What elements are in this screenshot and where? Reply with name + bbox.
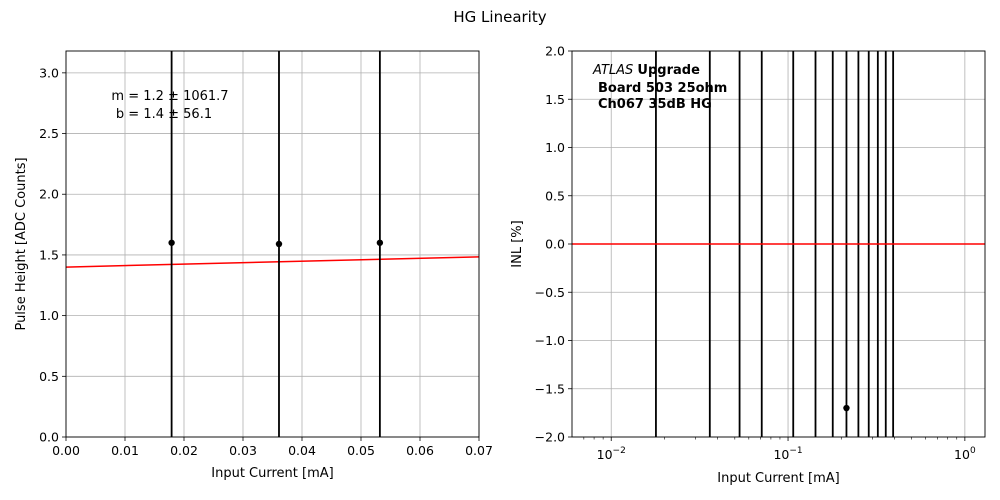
left-axes-frame <box>65 50 480 438</box>
right-x-tick-label: 100 <box>954 446 976 462</box>
left-y-tick-label: 0.5 <box>39 369 59 384</box>
right-y-axis-label: INL [%] <box>510 220 525 267</box>
right-data-point-7 <box>843 404 850 412</box>
left-grid <box>65 51 480 438</box>
right-axes-frame <box>571 50 986 438</box>
tick-label-exponent: −1 <box>789 446 802 456</box>
left-y-tick-label: 0.0 <box>39 430 59 445</box>
left-x-tick-label: 0.07 <box>465 443 493 458</box>
left-x-tick-label: 0.01 <box>111 443 139 458</box>
right-plot-area <box>572 51 985 437</box>
right-y-tick-label: −2.0 <box>535 430 565 445</box>
left-y-tick-label: 3.0 <box>39 65 59 80</box>
left-x-tick-label: 0.03 <box>229 443 257 458</box>
right-y-tick-label: 0.5 <box>545 188 565 203</box>
tick-label-base: 10 <box>954 447 970 462</box>
left-x-tick-label: 0.06 <box>406 443 434 458</box>
fit-slope-annotation: m = 1.2 ± 1061.7 <box>111 89 228 104</box>
right-y-tick-label: −0.5 <box>535 285 565 300</box>
right-y-tick-label: −1.5 <box>535 381 565 396</box>
left-x-tick-label: 0.02 <box>170 443 198 458</box>
tick-label-exponent: −2 <box>613 446 626 456</box>
right-y-tick-label: −1.0 <box>535 333 565 348</box>
left-data-point-0 <box>168 239 175 246</box>
right-y-tick-label: 0.0 <box>545 237 565 252</box>
fit-intercept-annotation: b = 1.4 ± 56.1 <box>116 107 212 122</box>
right-x-tick-label: 10−2 <box>597 446 626 462</box>
right-x-tick-label: 10−1 <box>773 446 802 462</box>
left-x-tick-label: 0.04 <box>288 443 316 458</box>
right-y-tick-label: 1.5 <box>545 92 565 107</box>
left-x-tick-label: 0.05 <box>347 443 375 458</box>
left-data-point-1 <box>275 240 283 248</box>
left-y-tick-label: 1.0 <box>39 308 59 323</box>
right-y-tick-label: 2.0 <box>545 44 565 59</box>
left-y-axis-label: Pulse Height [ADC Counts] <box>14 157 29 330</box>
atlas-label: ATLAS Upgrade <box>592 63 700 78</box>
channel-label: Ch067 35dB HG <box>598 97 712 112</box>
board-label: Board 503 25ohm <box>598 81 727 96</box>
left-y-tick-label: 1.5 <box>39 247 59 262</box>
atlas-word: ATLAS <box>592 63 637 78</box>
tick-label-base: 10 <box>773 447 789 462</box>
tick-label-exponent: 0 <box>970 446 976 456</box>
upgrade-word: Upgrade <box>637 63 700 78</box>
tick-label-base: 10 <box>597 447 613 462</box>
left-panel-linearity-fit: 0.00 0.01 0.02 0.03 0.04 0.05 0.06 0.07 0.0 0.5 1.… <box>14 50 493 481</box>
left-x-axis-label: Input Current [mA] <box>211 466 333 481</box>
left-y-tick-label: 2.0 <box>39 187 59 202</box>
right-panel-inl: 10−2 10−1 100−2.0−1.5−1.0−0.50.00.51.01.52… <box>510 44 986 486</box>
right-y-tick-label: 1.0 <box>545 140 565 155</box>
figure-title: HG Linearity <box>453 8 546 26</box>
left-y-tick-label: 2.5 <box>39 126 59 141</box>
fit-line <box>66 256 479 268</box>
right-x-axis-label: Input Current [mA] <box>717 471 839 486</box>
left-plot-area <box>66 51 479 437</box>
left-data-point-2 <box>376 239 384 246</box>
left-x-tick-label: 0.00 <box>52 443 80 458</box>
